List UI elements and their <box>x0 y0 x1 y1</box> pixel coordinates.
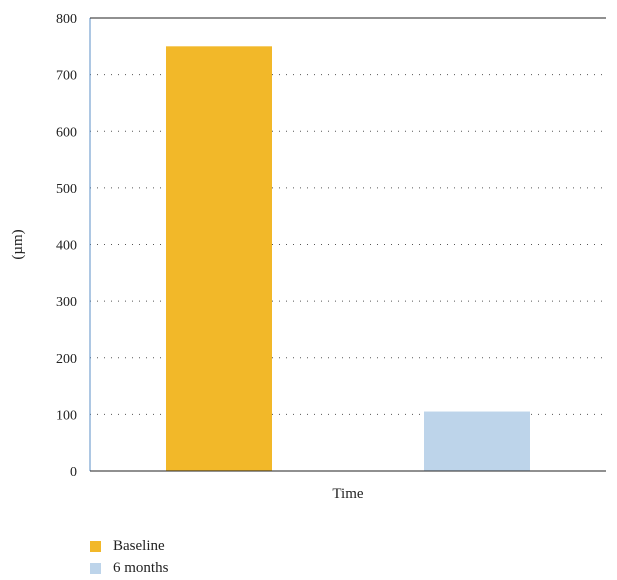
y-axis-title: (µm) <box>10 229 26 259</box>
y-tick-label: 300 <box>56 295 77 310</box>
x-axis-title: Time <box>332 486 363 502</box>
bar-6-months <box>424 411 530 471</box>
legend-label-baseline: Baseline <box>113 537 165 554</box>
legend-item-baseline: Baseline <box>90 535 168 557</box>
legend-swatch-6-months <box>90 562 101 574</box>
y-tick-label: 200 <box>56 352 77 367</box>
y-tick-label: 400 <box>56 239 77 254</box>
y-tick-label: 500 <box>56 182 77 197</box>
legend: Baseline 6 months <box>90 535 168 579</box>
y-tick-label: 600 <box>56 125 77 140</box>
y-tick-label: 700 <box>56 69 77 84</box>
y-tick-label: 100 <box>56 408 77 423</box>
y-tick-label: 800 <box>56 12 77 27</box>
legend-swatch-baseline <box>90 540 101 552</box>
bar-baseline <box>166 46 272 471</box>
y-tick-labels: 0 100 200 300 400 500 600 700 800 <box>56 12 77 480</box>
bars <box>166 46 530 471</box>
y-tick-label: 0 <box>70 465 77 480</box>
legend-item-6-months: 6 months <box>90 557 168 579</box>
legend-label-6-months: 6 months <box>113 559 169 576</box>
